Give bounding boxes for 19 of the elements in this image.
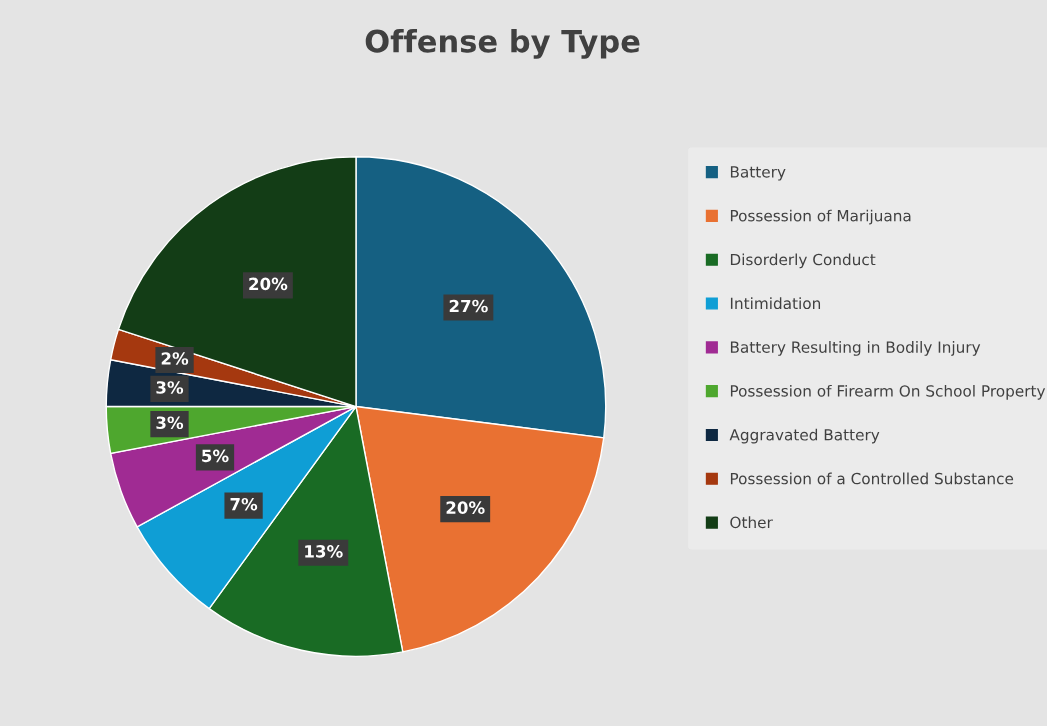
legend-label: Battery Resulting in Bodily Injury — [730, 341, 981, 356]
data-label: 7% — [230, 497, 258, 511]
legend-label: Possession of Firearm On School Property — [730, 384, 1046, 400]
data-label: 27% — [449, 299, 488, 313]
data-label: 20% — [249, 277, 288, 291]
legend-label: Battery — [730, 166, 786, 181]
legend-label: Aggravated Battery — [729, 428, 880, 444]
data-label: 3% — [156, 416, 184, 430]
chart-title: Offense by Type — [365, 29, 640, 59]
legend-label: Intimidation — [730, 297, 821, 310]
legend-label: Other — [730, 516, 773, 529]
data-label: 5% — [202, 449, 229, 463]
legend-label: Possession of Marijuana — [730, 209, 911, 225]
data-label: 20% — [446, 501, 485, 514]
data-label: 3% — [156, 381, 184, 394]
legend-label: Possession of a Controlled Substance — [730, 472, 1014, 485]
data-label: 2% — [161, 352, 189, 365]
data-label: 13% — [305, 545, 343, 558]
legend-label: Disorderly Conduct — [730, 253, 876, 269]
